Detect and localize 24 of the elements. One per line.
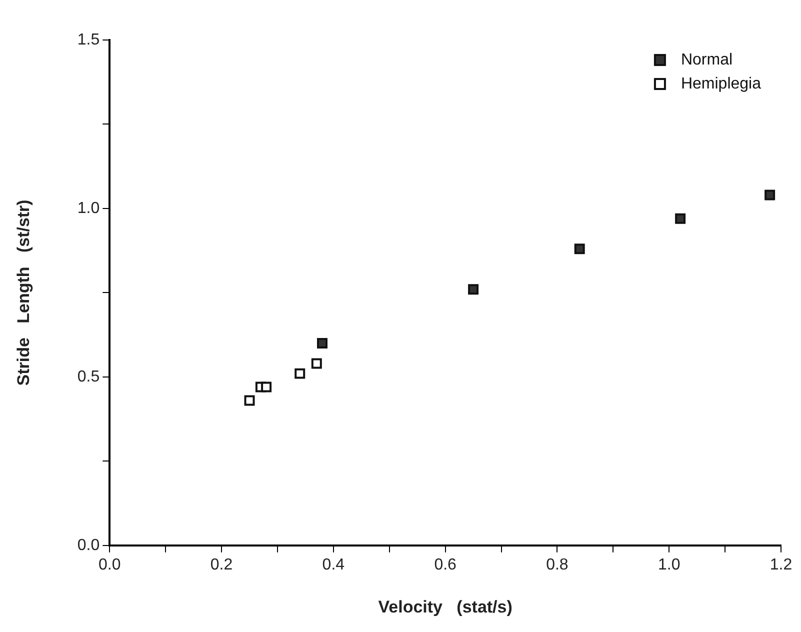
point bbox=[574, 244, 585, 254]
x-tick-label: 0.0 bbox=[98, 556, 121, 574]
x-tick-label: 0.6 bbox=[434, 556, 457, 574]
y-tick-label: 1.0 bbox=[77, 200, 100, 217]
point bbox=[244, 395, 255, 406]
x-tick-label: 0.8 bbox=[546, 556, 568, 574]
x-tick-label: 0.2 bbox=[210, 556, 233, 574]
y-tick-label: 0.5 bbox=[77, 368, 100, 386]
point bbox=[675, 213, 686, 224]
point bbox=[294, 368, 306, 379]
point bbox=[764, 190, 776, 200]
y-tick-label: 1.5 bbox=[77, 31, 100, 48]
point bbox=[316, 338, 328, 348]
point bbox=[311, 358, 322, 369]
x-tick-label: 1.0 bbox=[658, 556, 680, 574]
legend-label: Normal bbox=[680, 51, 733, 68]
point bbox=[261, 382, 272, 392]
x-tick-label: 0.4 bbox=[322, 556, 345, 574]
point bbox=[468, 284, 479, 295]
x-tick-label: 1.2 bbox=[770, 556, 792, 574]
legend-label: Hemiplegia bbox=[680, 75, 762, 92]
y-axis-title: Stride Length (st/str) bbox=[14, 200, 33, 386]
y-tick-label: 0.0 bbox=[77, 536, 100, 554]
x-axis-title: Velocity (stat/s) bbox=[378, 597, 512, 616]
